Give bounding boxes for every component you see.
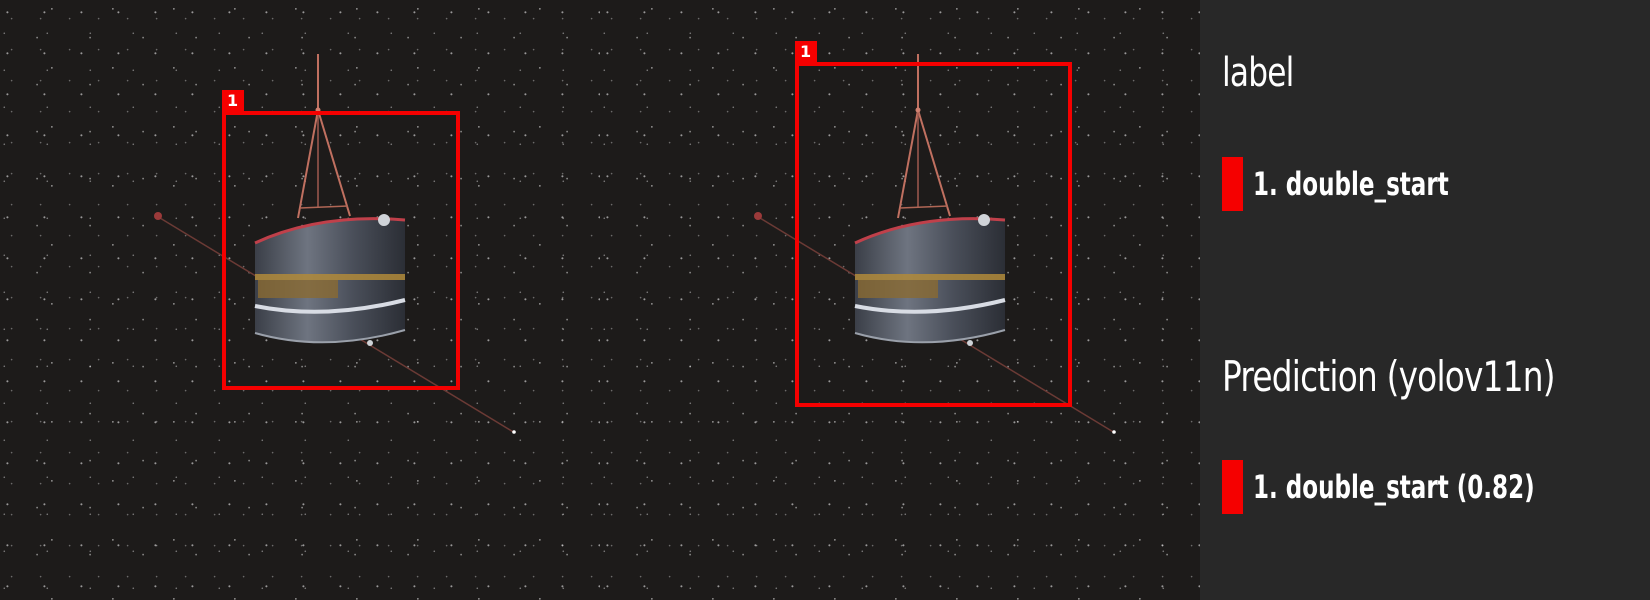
label-image-panel: 1 [0, 0, 600, 600]
label-legend-item: 1. double_start [1222, 157, 1525, 211]
satellite-icon [754, 54, 1116, 434]
red-swatch-icon [1222, 157, 1243, 211]
prediction-box-tag: 1 [795, 41, 817, 63]
prediction-legend-item-text: 1. double_start (0.82) [1253, 468, 1535, 506]
label-bounding-box[interactable]: 1 [222, 90, 460, 390]
label-legend-item-text: 1. double_start [1253, 165, 1449, 203]
prediction-image-panel: 1 [600, 0, 1200, 600]
prediction-bounding-box[interactable]: 1 [795, 41, 1072, 407]
legend-panel: label 1. double_start Prediction (yolov1… [1200, 0, 1650, 600]
satellite-icon [154, 54, 516, 434]
label-legend-heading: label [1222, 50, 1294, 96]
red-swatch-icon [1222, 460, 1243, 514]
prediction-legend-item: 1. double_start (0.82) [1222, 460, 1644, 514]
prediction-legend-heading: Prediction (yolov11n) [1222, 352, 1556, 401]
label-box-tag: 1 [222, 90, 244, 112]
